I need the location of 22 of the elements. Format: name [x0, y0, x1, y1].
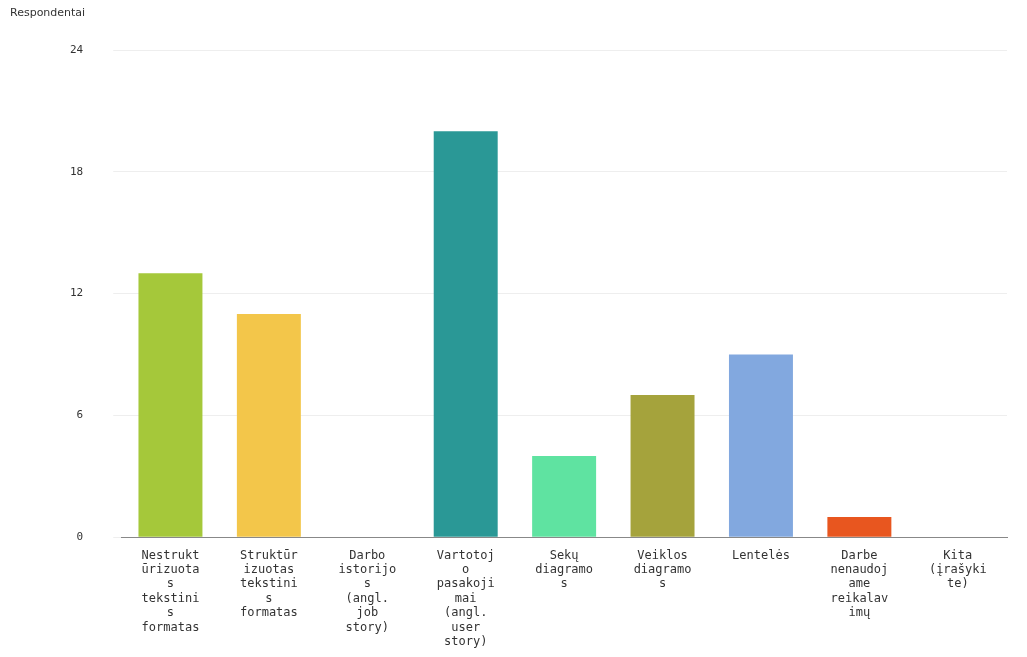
bar — [532, 456, 597, 537]
y-tick-label: 6 — [76, 408, 84, 422]
x-tick-label: Struktūrizuotas tekstinis formatas — [239, 547, 298, 620]
bar — [138, 273, 203, 537]
bar — [236, 313, 301, 537]
x-tick-label: Lentelės — [732, 547, 790, 562]
x-tick-label: Veiklos diagramos — [633, 547, 692, 591]
bar — [630, 395, 695, 537]
x-tick-label: Darbo istorijos (angl. job story) — [338, 547, 397, 634]
x-tick-label: Kita (įrašykite) — [928, 547, 987, 591]
x-tick-label: Nestruktūrizuotas tekstinis formatas — [141, 547, 200, 634]
x-tick-label: Darbe nenaudojame reikalavimų — [830, 547, 889, 620]
bar — [433, 131, 498, 537]
y-axis-title: Respondentai — [10, 6, 86, 19]
bar — [728, 354, 793, 537]
y-tick-label: 12 — [70, 286, 84, 300]
x-tick-label: Sekų diagramos — [535, 547, 594, 591]
x-tick-label: Vartotojo pasakojimai (angl. user story) — [436, 547, 495, 648]
y-tick-label: 0 — [76, 530, 84, 544]
y-tick-label: 18 — [70, 164, 84, 178]
y-tick-label: 24 — [70, 42, 84, 56]
bar — [827, 516, 892, 537]
